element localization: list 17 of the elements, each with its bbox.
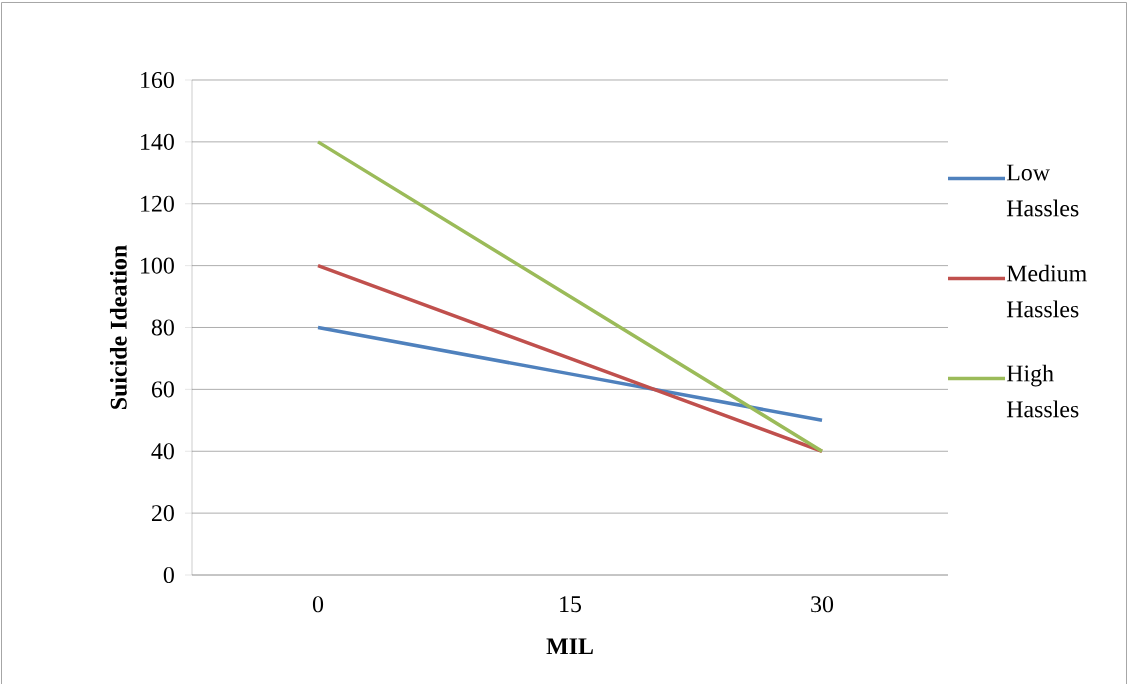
y-tick-label: 140: [141, 133, 174, 150]
y-tick-label: 80: [151, 319, 174, 336]
legend-label: Low Hassles: [1006, 164, 1079, 217]
x-tick-label: 0: [312, 596, 324, 613]
x-tick-label: 30: [811, 596, 834, 613]
y-tick-label: 20: [151, 505, 174, 522]
y-axis-title: Suicide Ideation: [109, 245, 127, 409]
y-tick-label: 0: [163, 566, 174, 584]
legend-label: Medium Hassles: [1006, 264, 1087, 318]
y-tick-label: 160: [141, 71, 174, 89]
x-axis-title: MIL: [546, 638, 593, 655]
y-tick-label: 100: [141, 257, 174, 274]
x-tick-label: 15: [560, 596, 582, 613]
legend-label: High Hassles: [1006, 364, 1079, 418]
y-tick-label: 120: [141, 195, 174, 212]
y-tick-label: 40: [151, 443, 174, 460]
y-tick-label: 60: [151, 381, 174, 398]
